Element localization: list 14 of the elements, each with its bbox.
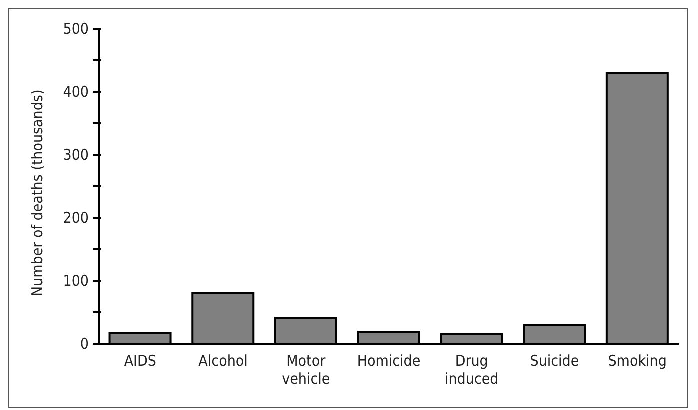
x-tick-label: Smoking: [608, 352, 667, 370]
x-tick-label: Alcohol: [198, 352, 248, 370]
x-tick-label: AIDS: [124, 352, 157, 370]
y-tick-label: 500: [63, 20, 89, 38]
y-tick-label: 0: [80, 335, 89, 353]
x-tick-label: Drug induced: [444, 352, 499, 388]
x-tick-label: Homicide: [357, 352, 421, 370]
y-tick-label: 200: [63, 209, 89, 227]
y-tick-label: 400: [63, 83, 89, 101]
y-axis-title: Number of deaths (thousands): [28, 90, 46, 296]
x-tick-label: Motor vehicle: [282, 352, 330, 388]
x-tick-label: Suicide: [530, 352, 580, 370]
y-tick-label: 100: [63, 272, 89, 290]
y-tick-label: 300: [63, 146, 89, 164]
